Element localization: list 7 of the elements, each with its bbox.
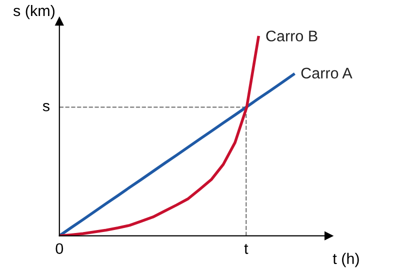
text: t: [244, 244, 248, 254]
series-label: Carro B: [266, 30, 318, 42]
x-axis-title: t (h): [332, 252, 359, 268]
y-axis-title: s (km): [13, 4, 54, 20]
series-label: Carro A: [301, 68, 352, 79]
ref-line-label: s: [42, 102, 50, 112]
text: 0: [56, 243, 64, 254]
